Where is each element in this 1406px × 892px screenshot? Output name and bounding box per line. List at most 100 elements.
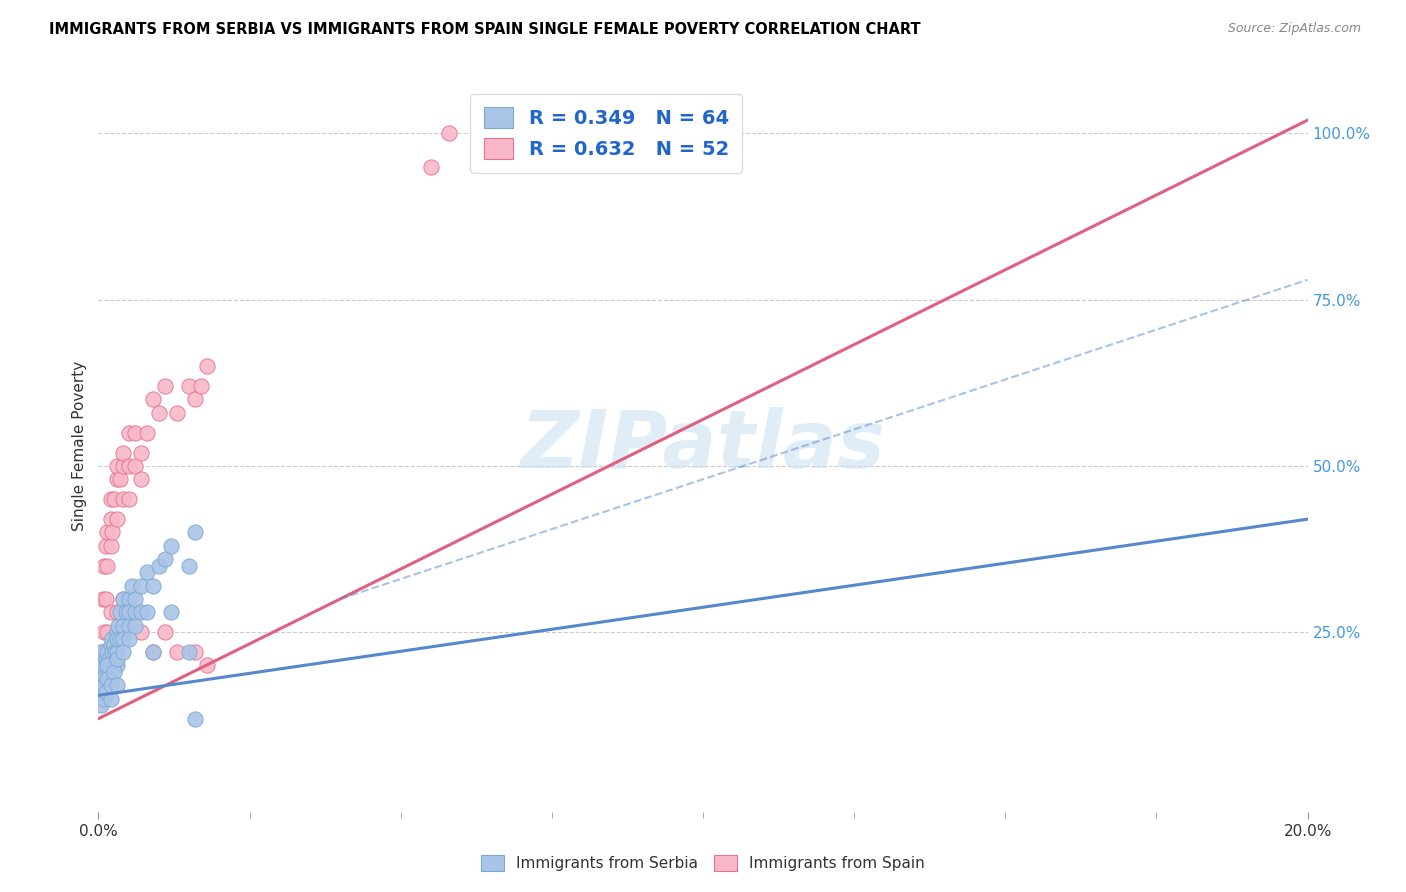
Point [105,645,128,659]
Point [108,605,131,619]
Point [93,678,115,692]
Point [142,645,165,659]
Point [111,632,134,646]
Point [124,458,146,473]
Point [96,625,118,640]
Point [124,591,146,606]
Point [114,605,136,619]
Point [153,379,176,393]
Point [100,632,122,646]
Point [105,472,128,486]
Point [96,539,118,553]
Point [105,658,128,673]
Point [166,406,188,420]
Point [118,492,141,507]
Point [100,492,122,507]
Point [105,625,128,640]
Point [103,492,125,507]
Point [96,525,118,540]
Point [103,658,125,673]
Point [142,645,165,659]
Point [184,525,207,540]
Point [118,591,141,606]
Point [148,406,170,420]
Point [100,512,122,526]
Point [111,645,134,659]
Point [96,658,118,673]
Point [179,379,201,393]
Point [118,618,141,632]
Point [111,618,134,632]
Point [124,425,146,440]
Point [105,458,128,473]
Point [94,685,117,699]
Point [96,672,118,686]
Point [111,492,134,507]
Point [166,645,188,659]
Point [93,625,115,640]
Point [90,645,112,659]
Point [129,445,152,459]
Point [105,605,128,619]
Text: ZIPatlas: ZIPatlas [520,407,886,485]
Point [96,658,118,673]
Point [103,639,125,653]
Point [93,658,115,673]
Point [184,712,207,726]
Point [100,525,122,540]
Point [100,658,122,673]
Point [129,579,152,593]
Point [153,625,176,640]
Point [118,458,141,473]
Point [179,558,201,573]
Point [89,685,111,699]
Point [118,425,141,440]
Point [142,579,165,593]
Point [103,665,125,679]
Point [93,691,115,706]
Point [118,632,141,646]
Point [124,605,146,619]
Point [96,672,118,686]
Point [437,127,460,141]
Point [179,645,201,659]
Point [105,632,128,646]
Point [195,658,218,673]
Point [97,665,120,679]
Point [100,539,122,553]
Point [160,605,183,619]
Point [96,645,118,659]
Point [184,645,207,659]
Point [91,665,114,679]
Point [124,618,146,632]
Point [90,698,112,713]
Y-axis label: Single Female Poverty: Single Female Poverty [72,361,87,531]
Point [100,645,122,659]
Point [104,645,127,659]
Point [111,445,134,459]
Point [111,458,134,473]
Point [124,605,146,619]
Point [420,160,443,174]
Point [91,591,114,606]
Point [195,359,218,374]
Point [135,566,157,580]
Point [93,645,115,659]
Point [111,591,134,606]
Legend: Immigrants from Serbia, Immigrants from Spain: Immigrants from Serbia, Immigrants from … [475,849,931,877]
Point [100,672,122,686]
Point [129,625,152,640]
Point [135,425,157,440]
Text: IMMIGRANTS FROM SERBIA VS IMMIGRANTS FROM SPAIN SINGLE FEMALE POVERTY CORRELATIO: IMMIGRANTS FROM SERBIA VS IMMIGRANTS FRO… [49,22,921,37]
Point [135,605,157,619]
Point [90,645,112,659]
Point [118,605,141,619]
Point [100,605,122,619]
Point [153,552,176,566]
Point [118,618,141,632]
Point [100,678,122,692]
Point [190,379,212,393]
Point [94,591,117,606]
Point [98,652,121,666]
Point [100,691,122,706]
